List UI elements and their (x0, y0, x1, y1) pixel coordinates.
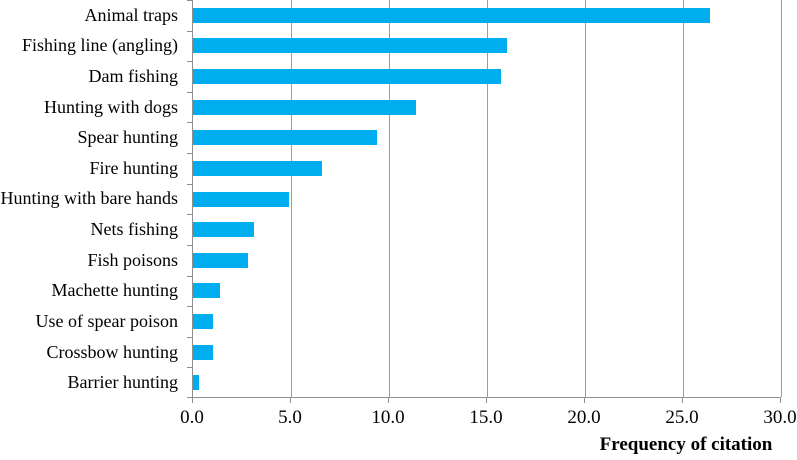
y-axis-tick (187, 397, 192, 398)
y-axis-tick (187, 337, 192, 338)
plot-area (192, 0, 782, 398)
x-axis-tick (780, 398, 781, 403)
gridline (291, 0, 292, 397)
gridline (487, 0, 488, 397)
y-axis-tick (187, 31, 192, 32)
category-label: Nets fishing (90, 219, 179, 240)
category-label: Machette hunting (51, 280, 178, 301)
x-tick-label: 5.0 (278, 407, 302, 428)
bar (193, 283, 221, 299)
bar (193, 344, 213, 360)
category-label: Fishing line (angling) (22, 35, 178, 56)
category-label: Fish poisons (87, 249, 178, 270)
bar (193, 69, 501, 85)
x-tick-label: 20.0 (567, 407, 601, 428)
category-label: Fire hunting (89, 157, 179, 178)
bar (193, 38, 507, 54)
bar (193, 160, 323, 176)
x-tick-label: 15.0 (469, 407, 503, 428)
y-axis-tick (187, 61, 192, 62)
bar (193, 130, 378, 146)
bar (193, 7, 711, 23)
gridline (585, 0, 586, 397)
bar (193, 375, 199, 391)
y-axis-labels: Animal traps Fishing line (angling) Dam fi… (0, 0, 185, 398)
category-label: Animal traps (84, 4, 178, 25)
y-axis-tick (187, 122, 192, 123)
category-label: Barrier hunting (67, 372, 178, 393)
bar (193, 191, 290, 207)
category-label: Hunting with dogs (43, 96, 178, 117)
x-axis-tick (290, 398, 291, 403)
bar (193, 313, 213, 329)
category-label: Spear hunting (77, 127, 179, 148)
y-axis-tick (187, 214, 192, 215)
x-axis-tick (388, 398, 389, 403)
bar (193, 252, 248, 268)
bar (193, 222, 254, 238)
y-axis-tick (187, 245, 192, 246)
category-label: Use of spear poison (35, 310, 178, 331)
y-axis-tick (187, 92, 192, 93)
x-axis-tick (584, 398, 585, 403)
y-axis-tick (187, 153, 192, 154)
x-axis-title: Frequency of citation (599, 434, 773, 455)
gridline (683, 0, 684, 397)
x-axis-tick (192, 398, 193, 403)
x-axis-tick (682, 398, 683, 403)
category-label: Crossbow hunting (46, 341, 178, 362)
y-axis-tick (187, 306, 192, 307)
y-axis-tick (187, 367, 192, 368)
gridline (389, 0, 390, 397)
y-axis-tick (187, 276, 192, 277)
y-axis-tick (187, 184, 192, 185)
x-tick-label: 30.0 (763, 407, 797, 428)
category-label: Dam fishing (88, 66, 179, 87)
category-label: Hunting with bare hands (0, 188, 178, 209)
x-axis-tick (486, 398, 487, 403)
x-tick-label: 25.0 (665, 407, 699, 428)
bar (193, 99, 417, 115)
x-tick-label: 0.0 (180, 407, 204, 428)
y-axis-tick (187, 0, 192, 1)
gridline (781, 0, 782, 397)
x-tick-label: 10.0 (371, 407, 405, 428)
